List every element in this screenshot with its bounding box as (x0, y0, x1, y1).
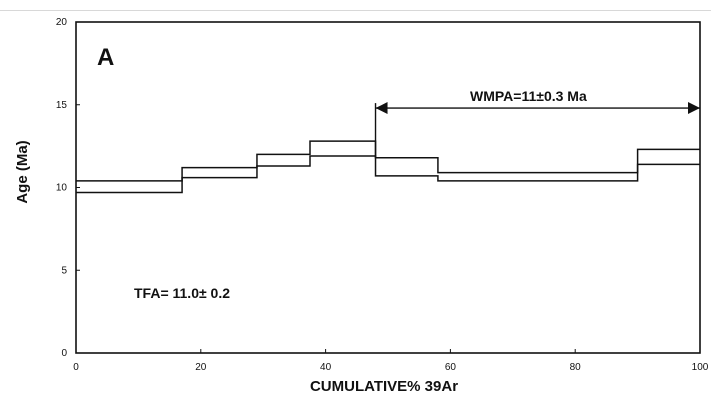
x-axis-title: CUMULATIVE% 39Ar (310, 378, 458, 395)
age-step-3 (257, 154, 310, 166)
y-tick-label: 15 (56, 100, 68, 111)
y-tick-label: 10 (56, 183, 68, 194)
x-tick-label: 80 (570, 362, 582, 373)
wmpa-left-arrowhead (376, 102, 388, 114)
x-tick-label: 20 (195, 362, 207, 373)
age-step-5 (376, 158, 438, 176)
age-step-2 (182, 168, 257, 178)
x-tick-label: 40 (320, 362, 332, 373)
age-step-1 (76, 181, 182, 193)
x-tick-label: 60 (445, 362, 457, 373)
wmpa-right-arrowhead (688, 102, 700, 114)
y-tick-label: 5 (61, 265, 67, 276)
step-series-layer (76, 141, 700, 192)
annotation-layer: WMPA=11±0.3 Ma TFA= 11.0± 0.2 (134, 88, 700, 301)
age-step-6 (438, 173, 638, 181)
y-tick-label: 20 (56, 17, 68, 28)
age-step-7 (638, 149, 700, 164)
x-tick-label: 0 (73, 362, 79, 373)
tfa-annotation: TFA= 11.0± 0.2 (134, 285, 230, 301)
x-tick-label: 100 (692, 362, 709, 373)
age-step-4 (310, 141, 376, 156)
axis-layer: 0 20 40 60 80 100 0 5 10 15 20 (56, 17, 709, 373)
y-axis-title: Age (Ma) (14, 140, 31, 203)
y-tick-label: 0 (61, 348, 67, 359)
panel-label: A (97, 44, 114, 71)
wmpa-annotation: WMPA=11±0.3 Ma (470, 88, 587, 104)
